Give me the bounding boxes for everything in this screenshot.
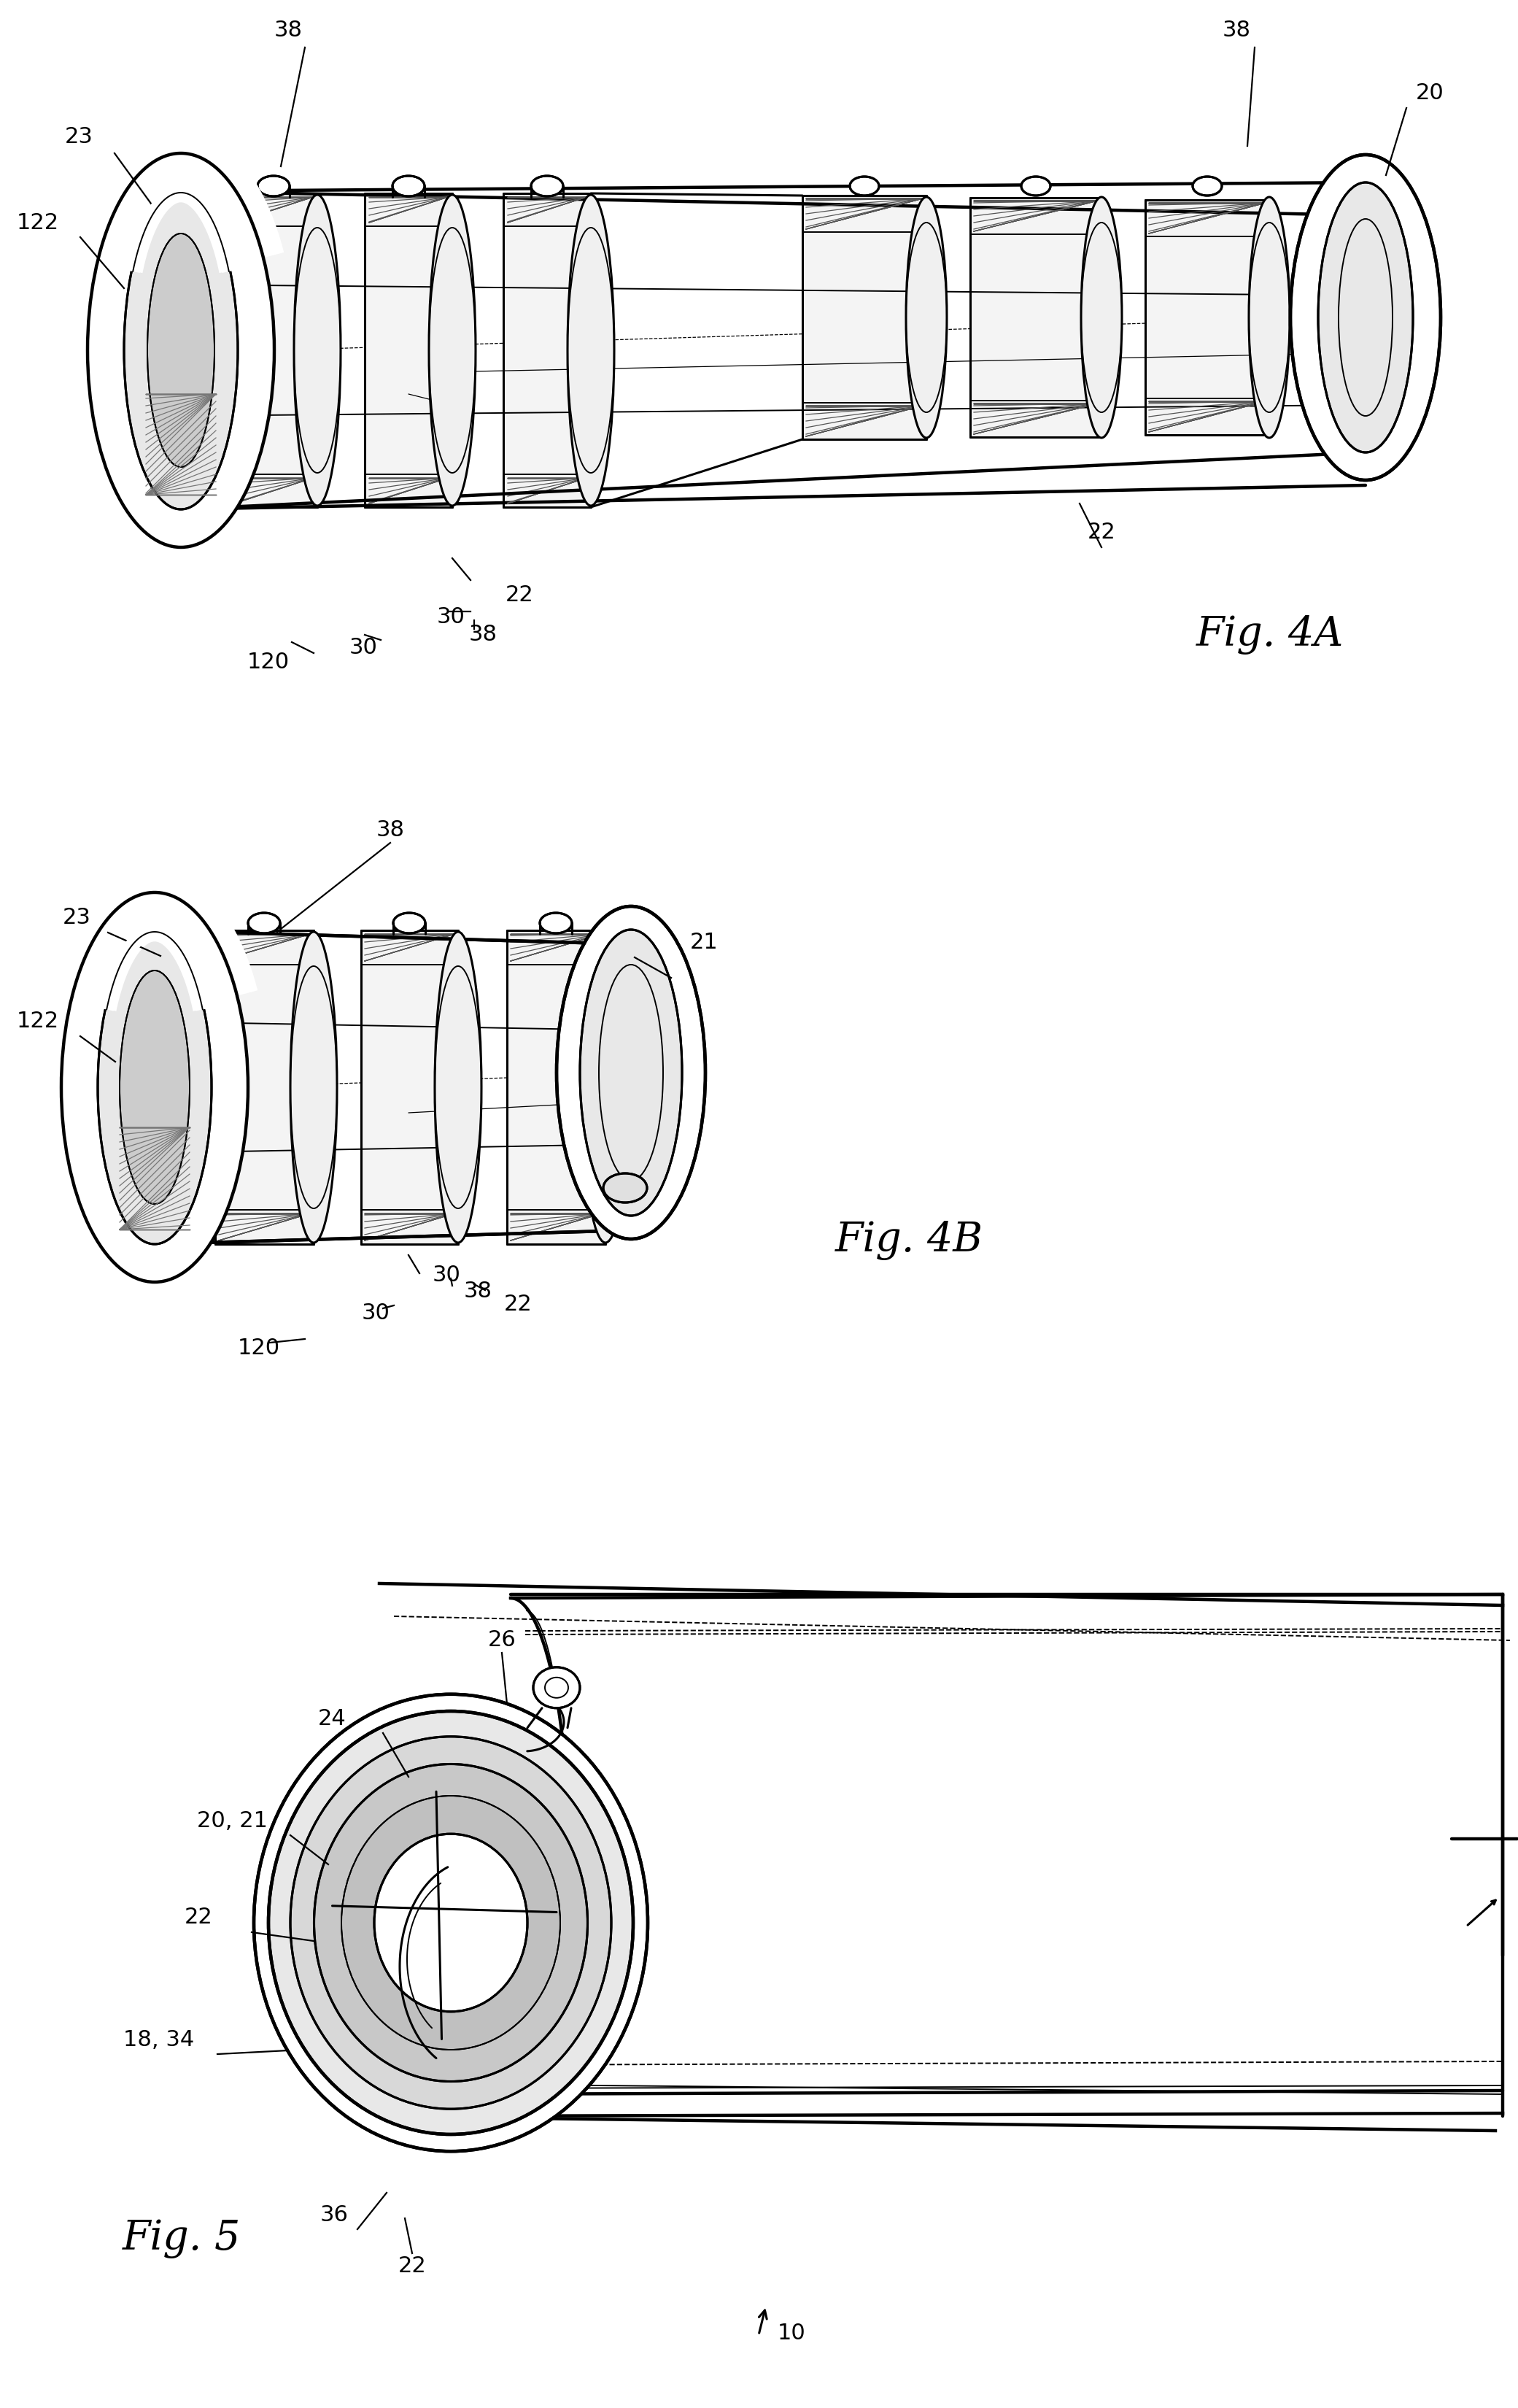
Ellipse shape (1193, 176, 1222, 195)
Ellipse shape (581, 932, 628, 1243)
Text: 30: 30 (437, 607, 465, 628)
Polygon shape (229, 193, 317, 508)
Ellipse shape (540, 913, 572, 934)
Ellipse shape (557, 905, 706, 1240)
Ellipse shape (314, 1765, 587, 2081)
Text: 30: 30 (433, 1264, 460, 1286)
Ellipse shape (88, 154, 275, 547)
Ellipse shape (294, 195, 340, 506)
Ellipse shape (1081, 197, 1122, 438)
Ellipse shape (375, 1835, 527, 2011)
Polygon shape (507, 929, 606, 1245)
Ellipse shape (147, 234, 214, 467)
Ellipse shape (434, 932, 481, 1243)
Polygon shape (181, 190, 1366, 510)
Text: 23: 23 (65, 128, 93, 147)
Ellipse shape (568, 195, 615, 506)
Text: 22: 22 (184, 1907, 213, 1929)
Text: Fig. 4B: Fig. 4B (835, 1221, 984, 1259)
Ellipse shape (533, 1666, 580, 1707)
Text: 30: 30 (361, 1303, 390, 1324)
Text: 38: 38 (469, 624, 496, 645)
Ellipse shape (393, 913, 425, 934)
Ellipse shape (1022, 176, 1050, 195)
Text: 20: 20 (1416, 82, 1444, 104)
Text: 24: 24 (317, 1707, 346, 1729)
Ellipse shape (603, 1173, 647, 1202)
Polygon shape (1145, 200, 1269, 436)
Ellipse shape (342, 1796, 560, 2049)
Ellipse shape (120, 970, 190, 1204)
Text: 120: 120 (247, 650, 290, 672)
Ellipse shape (254, 1695, 648, 2150)
Ellipse shape (580, 929, 682, 1216)
Ellipse shape (906, 197, 947, 438)
Polygon shape (364, 193, 452, 508)
Text: 38: 38 (376, 819, 404, 840)
Text: 38: 38 (1222, 19, 1251, 41)
Polygon shape (970, 197, 1102, 438)
Text: 120: 120 (238, 1339, 281, 1358)
Ellipse shape (1290, 154, 1441, 479)
Polygon shape (361, 929, 458, 1245)
Polygon shape (803, 195, 926, 438)
Polygon shape (216, 929, 314, 1245)
Text: 22: 22 (1087, 523, 1116, 544)
Text: 26: 26 (487, 1630, 516, 1652)
Text: 20, 21: 20, 21 (197, 1811, 267, 1830)
Text: 38: 38 (463, 1281, 492, 1303)
Text: Fig. 4A: Fig. 4A (1196, 614, 1343, 655)
Polygon shape (181, 190, 1366, 510)
Ellipse shape (61, 893, 247, 1281)
Text: 30: 30 (349, 636, 378, 657)
Text: 10: 10 (777, 2324, 806, 2343)
Text: 23: 23 (62, 908, 91, 929)
Text: 18, 34: 18, 34 (123, 2030, 194, 2049)
Text: 22: 22 (505, 585, 533, 607)
Ellipse shape (430, 195, 475, 506)
Ellipse shape (247, 913, 281, 934)
Ellipse shape (1249, 197, 1290, 438)
Text: 36: 36 (320, 2203, 348, 2225)
Text: 22: 22 (398, 2256, 427, 2276)
Ellipse shape (124, 190, 238, 510)
Ellipse shape (850, 176, 879, 195)
Ellipse shape (393, 176, 425, 197)
Polygon shape (504, 193, 591, 508)
Ellipse shape (1318, 183, 1413, 453)
Ellipse shape (290, 1736, 612, 2109)
Ellipse shape (258, 176, 290, 197)
Ellipse shape (531, 176, 563, 197)
Text: 122: 122 (17, 1011, 59, 1033)
Text: 38: 38 (273, 19, 302, 41)
Ellipse shape (290, 932, 337, 1243)
Ellipse shape (269, 1712, 633, 2133)
Ellipse shape (97, 929, 211, 1245)
Text: 22: 22 (504, 1293, 531, 1315)
Text: Fig. 5: Fig. 5 (123, 2218, 241, 2259)
Polygon shape (155, 929, 631, 1245)
Text: 122: 122 (17, 212, 59, 234)
Text: 21: 21 (689, 932, 718, 954)
